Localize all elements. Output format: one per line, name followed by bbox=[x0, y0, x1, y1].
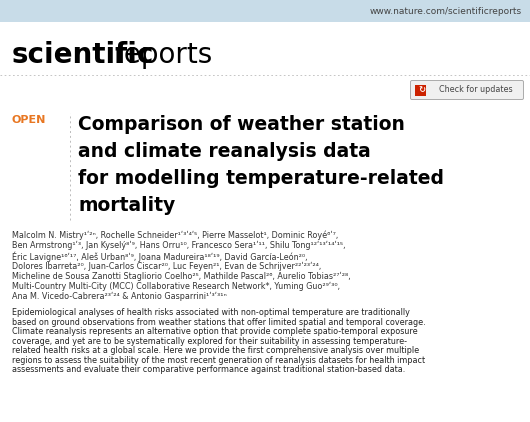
Text: OPEN: OPEN bbox=[12, 115, 47, 125]
Text: Éric Lavigne¹⁶ʹ¹⁷, Aleš Urban⁸ʹ⁹, Joana Madureira¹⁸ʹ¹⁹, David García-León²⁰,: Éric Lavigne¹⁶ʹ¹⁷, Aleš Urban⁸ʹ⁹, Joana … bbox=[12, 252, 307, 262]
Text: Check for updates: Check for updates bbox=[439, 86, 513, 95]
Text: Malcolm N. Mistry¹ʹ²ⁿ, Rochelle Schneider¹ʹ³ʹ⁴ʹ⁵, Pierre Masselot¹, Dominic Royé: Malcolm N. Mistry¹ʹ²ⁿ, Rochelle Schneide… bbox=[12, 231, 338, 241]
Text: Micheline de Sousa Zanotti Stagliorio Coelho²⁵, Mathilde Pascal²⁶, Aurelio Tobia: Micheline de Sousa Zanotti Stagliorio Co… bbox=[12, 272, 351, 281]
Text: coverage, and yet are to be systematically explored for their suitability in ass: coverage, and yet are to be systematical… bbox=[12, 337, 407, 346]
Text: Comparison of weather station: Comparison of weather station bbox=[78, 115, 405, 134]
Text: mortality: mortality bbox=[78, 196, 175, 215]
Text: Epidemiological analyses of health risks associated with non-optimal temperature: Epidemiological analyses of health risks… bbox=[12, 308, 410, 317]
Text: Ben Armstrong¹ʹ³, Jan Kyselý⁸ʹ⁹, Hans Orru¹⁰, Francesco Sera¹ʹ¹¹, Shilu Tong¹²ʹ¹: Ben Armstrong¹ʹ³, Jan Kyselý⁸ʹ⁹, Hans Or… bbox=[12, 241, 346, 250]
FancyBboxPatch shape bbox=[411, 81, 524, 100]
Text: for modelling temperature-related: for modelling temperature-related bbox=[78, 169, 444, 188]
Text: www.nature.com/scientificreports: www.nature.com/scientificreports bbox=[370, 6, 522, 16]
Text: Multi-Country Multi-City (MCC) Collaborative Research Network*, Yuming Guo²⁹ʹ³⁰,: Multi-Country Multi-City (MCC) Collabora… bbox=[12, 282, 340, 291]
Text: scientific: scientific bbox=[12, 41, 154, 69]
Text: regions to assess the suitability of the most recent generation of reanalysis da: regions to assess the suitability of the… bbox=[12, 356, 425, 365]
Text: based on ground observations from weather stations that offer limited spatial an: based on ground observations from weathe… bbox=[12, 318, 426, 327]
Text: Climate reanalysis represents an alternative option that provide complete spatio: Climate reanalysis represents an alterna… bbox=[12, 327, 418, 336]
Text: related health risks at a global scale. Here we provide the first comprehensive : related health risks at a global scale. … bbox=[12, 346, 419, 355]
Text: ↻: ↻ bbox=[418, 86, 425, 95]
Text: Dolores Ibarreta²⁰, Juan-Carlos Ciscar²⁰, Luc Feyen²¹, Evan de Schrijver²²ʹ²³ʹ²⁴: Dolores Ibarreta²⁰, Juan-Carlos Ciscar²⁰… bbox=[12, 262, 321, 271]
Bar bbox=[415, 84, 426, 95]
Bar bbox=[0, 0, 530, 22]
Text: Ana M. Vicedo-Cabrera²³ʹ²⁴ & Antonio Gasparrini¹ʹ³ʹ³¹ⁿ: Ana M. Vicedo-Cabrera²³ʹ²⁴ & Antonio Gas… bbox=[12, 292, 227, 301]
Text: and climate reanalysis data: and climate reanalysis data bbox=[78, 142, 371, 161]
Text: reports: reports bbox=[114, 41, 213, 69]
Text: assessments and evaluate their comparative performance against traditional stati: assessments and evaluate their comparati… bbox=[12, 365, 405, 374]
